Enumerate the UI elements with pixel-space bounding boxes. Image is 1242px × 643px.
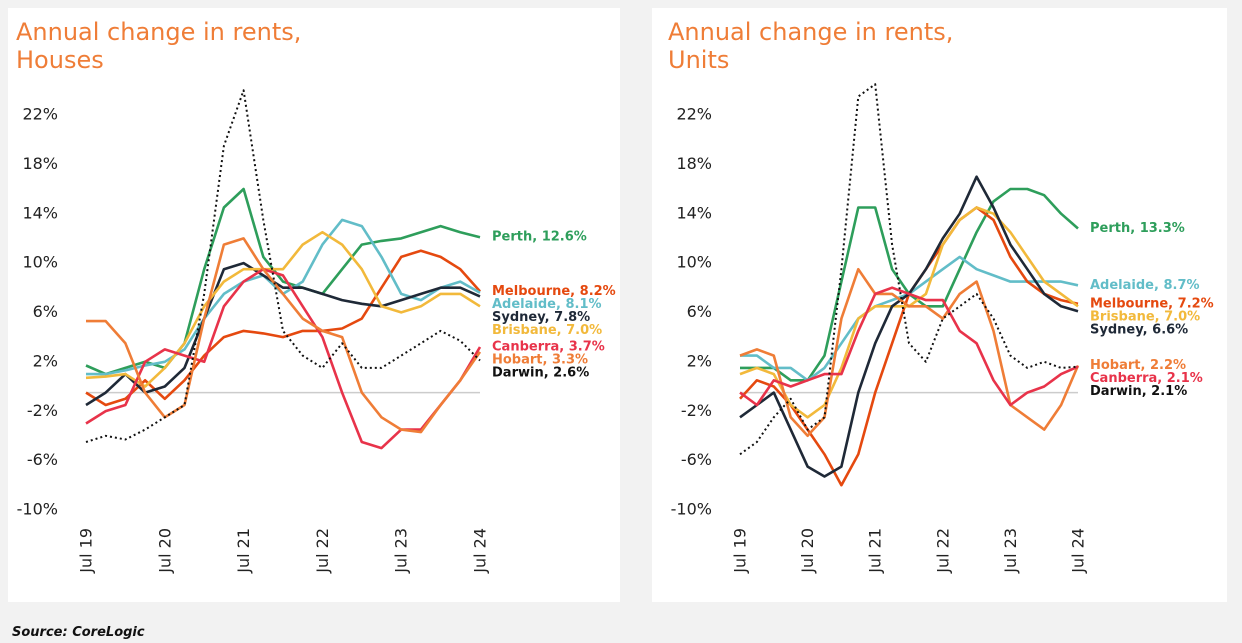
series-line (739, 267, 1080, 438)
series-end-label: Brisbane, 7.0% (1090, 309, 1200, 324)
y-tick-label: 18% (22, 154, 58, 173)
y-tick-label: 2% (687, 351, 712, 370)
series-end-label: Sydney, 6.6% (1090, 322, 1188, 337)
chart-title: Annual change in rents, (668, 18, 953, 46)
series-end-label: Adelaide, 8.7% (1090, 278, 1200, 293)
series-line (86, 237, 482, 434)
series-end-label: Brisbane, 7.0% (492, 323, 602, 338)
y-tick-label: -10% (17, 500, 58, 519)
source-note: Source: CoreLogic (12, 625, 145, 640)
y-tick-label: 10% (676, 253, 712, 272)
y-tick-label: 14% (22, 203, 58, 222)
x-tick-label: Jul 22 (933, 528, 952, 574)
y-tick-label: 22% (676, 105, 712, 124)
x-tick-label: Jul 20 (798, 528, 817, 574)
series-end-label: Perth, 12.6% (492, 230, 587, 245)
chart-subtitle: Houses (16, 46, 104, 74)
series-line (85, 267, 482, 450)
y-tick-label: -2% (681, 401, 712, 420)
series-line (85, 261, 481, 407)
chart-subtitle: Units (668, 46, 729, 74)
y-tick-label: 14% (676, 203, 712, 222)
panel-houses (8, 8, 620, 602)
x-tick-label: Jul 24 (1069, 528, 1088, 574)
y-tick-label: 10% (22, 253, 58, 272)
y-tick-label: -2% (27, 401, 58, 420)
series-end-label: Melbourne, 8.2% (492, 284, 616, 299)
series-end-label: Canberra, 3.7% (492, 339, 605, 354)
series-end-label: Perth, 13.3% (1090, 221, 1185, 236)
x-tick-label: Jul 24 (471, 528, 490, 574)
y-tick-label: 2% (33, 351, 58, 370)
series-line (739, 286, 1079, 407)
series-end-label: Adelaide, 8.1% (492, 297, 602, 312)
x-tick-label: Jul 20 (155, 528, 174, 574)
y-tick-label: -6% (681, 450, 712, 469)
series-end-label: Melbourne, 7.2% (1090, 296, 1214, 311)
series-end-label: Canberra, 2.1% (1090, 371, 1203, 386)
series-line (85, 230, 481, 388)
y-tick-label: -6% (27, 450, 58, 469)
y-tick-label: 6% (687, 302, 712, 321)
y-tick-label: 6% (33, 302, 58, 321)
series-end-label: Hobart, 3.3% (492, 352, 588, 367)
y-tick-label: -10% (671, 500, 712, 519)
x-tick-label: Jul 21 (866, 528, 885, 574)
series-line (85, 249, 481, 407)
x-tick-label: Jul 19 (77, 528, 96, 574)
series-end-label: Sydney, 7.8% (492, 310, 590, 325)
y-tick-label: 22% (22, 105, 58, 124)
x-tick-label: Jul 23 (392, 528, 411, 574)
series-end-label: Darwin, 2.1% (1090, 384, 1187, 399)
series-line (739, 83, 1079, 456)
x-tick-label: Jul 19 (731, 528, 750, 574)
x-tick-label: Jul 23 (1001, 528, 1020, 574)
series-end-label: Hobart, 2.2% (1090, 358, 1186, 373)
y-tick-label: 18% (676, 154, 712, 173)
series-line (85, 89, 481, 443)
x-tick-label: Jul 21 (234, 528, 253, 574)
chart-title: Annual change in rents, (16, 18, 301, 46)
x-tick-label: Jul 22 (313, 528, 332, 574)
series-end-label: Darwin, 2.6% (492, 365, 589, 380)
